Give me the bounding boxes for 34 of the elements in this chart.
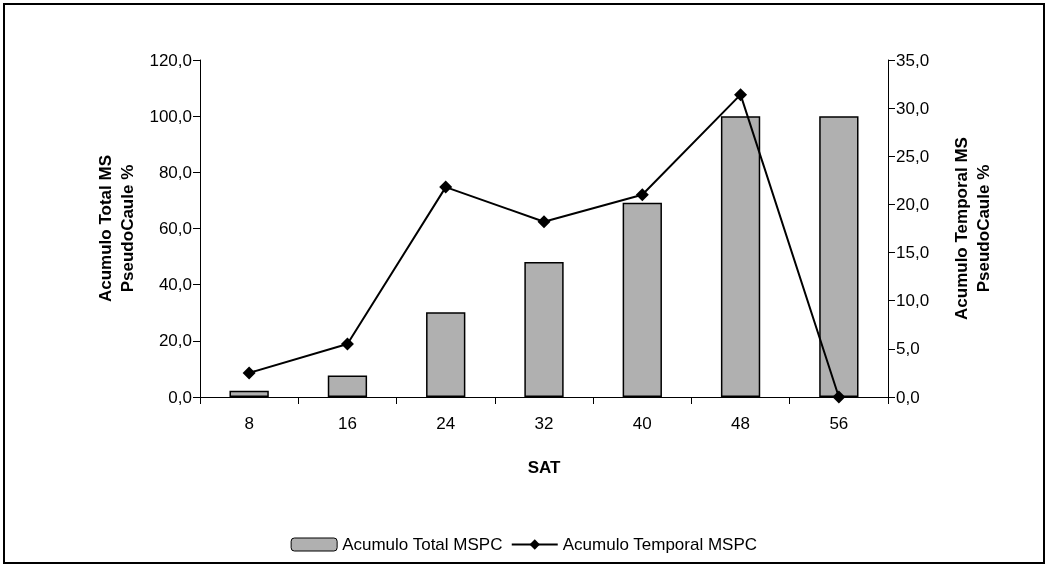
x-axis-title: SAT: [527, 458, 561, 477]
y-tick-label: 100,0: [149, 106, 192, 126]
y2-tick-label: 35,0: [896, 50, 930, 70]
x-tick-label: 40: [632, 414, 652, 433]
y2-tick-label: 0,0: [896, 387, 920, 407]
y-tick-label: 40,0: [158, 275, 192, 295]
y2-tick-label: 25,0: [896, 146, 930, 166]
y-tick-label: 60,0: [158, 219, 192, 238]
x-tick-label: 16: [337, 414, 357, 433]
y2-tick-label: 10,0: [896, 291, 930, 311]
point: [734, 88, 748, 102]
x-tick-label: 32: [534, 414, 554, 433]
y2-tick-label: 20,0: [896, 194, 930, 214]
x-tick-label: 48: [731, 414, 751, 433]
y-tick-label: 20,0: [158, 331, 192, 351]
legend-label: Acumulo Temporal MSPC: [562, 535, 758, 554]
y-tick-label: 0,0: [168, 387, 192, 407]
y-tick-label: 120,0: [149, 50, 192, 70]
point: [439, 180, 453, 194]
x-tick-label: 56: [829, 414, 849, 433]
point: [242, 366, 256, 380]
x-tick-label: 24: [436, 414, 456, 433]
legend-label: Acumulo Total MSPC: [342, 535, 503, 554]
x-tick-label: 8: [244, 414, 254, 433]
y2-tick-label: 5,0: [896, 339, 920, 359]
point: [340, 337, 354, 351]
y-axis-title: Acumulo Total MS PseudoCaule %: [95, 154, 137, 303]
point: [832, 390, 846, 404]
point: [635, 188, 649, 202]
y2-tick-label: 15,0: [896, 243, 930, 263]
y2-tick-label: 30,0: [896, 98, 930, 118]
point: [537, 215, 551, 229]
y-tick-label: 80,0: [158, 162, 192, 182]
y2-axis-title: Acumulo Temporal MS PseudoCaule %: [951, 137, 993, 320]
